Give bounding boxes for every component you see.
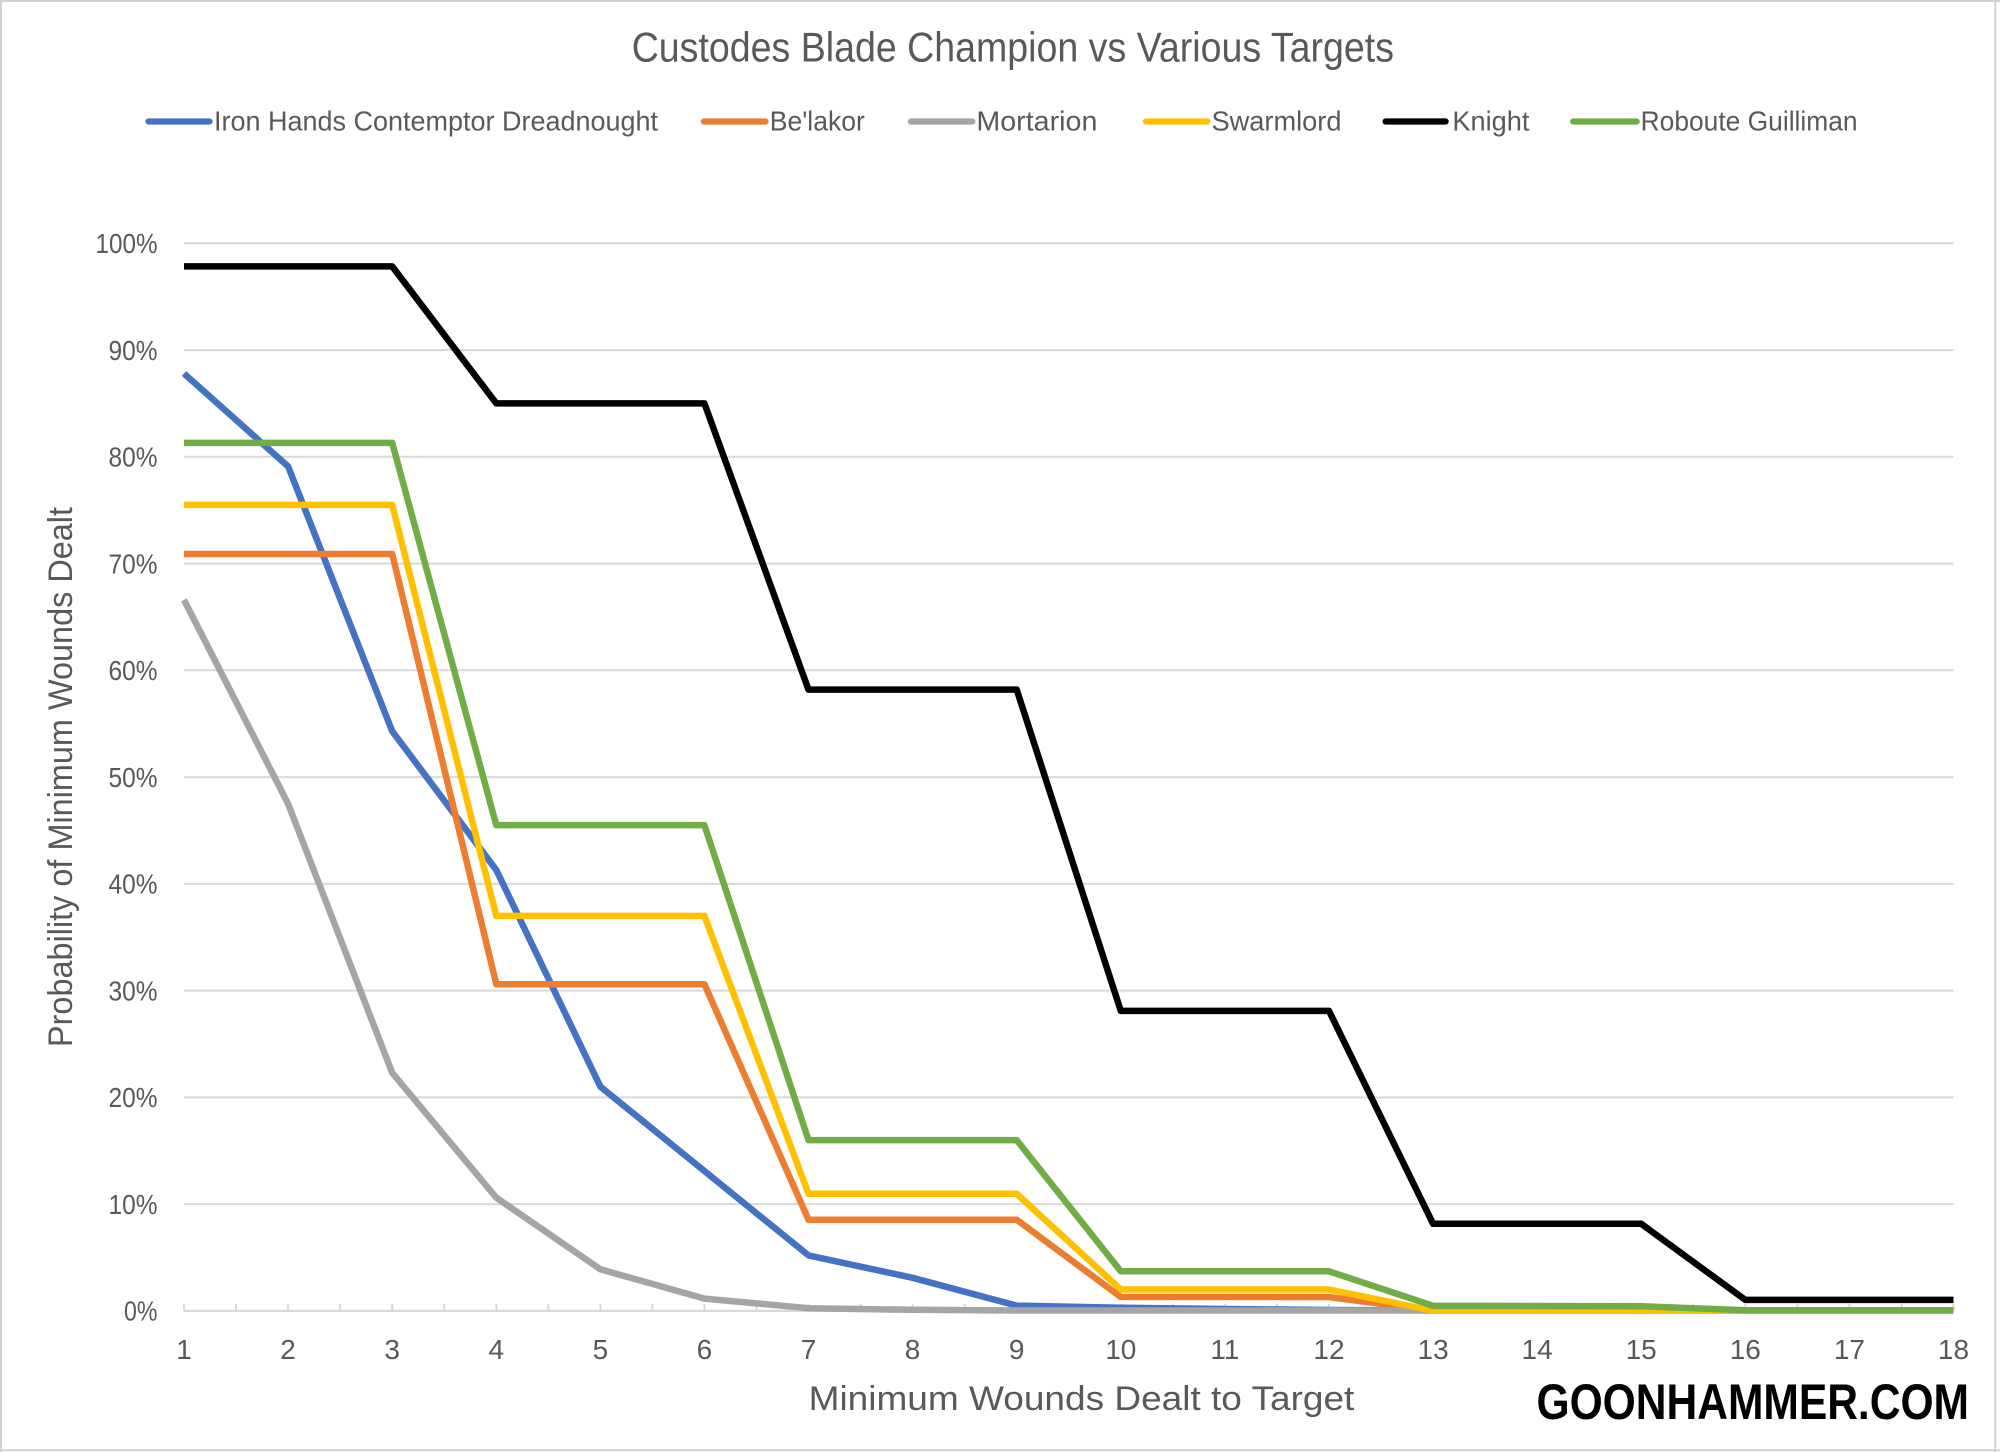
svg-text:70%: 70% bbox=[109, 548, 158, 579]
svg-text:18: 18 bbox=[1938, 1334, 1969, 1365]
svg-text:8: 8 bbox=[905, 1334, 921, 1365]
svg-text:90%: 90% bbox=[109, 335, 158, 366]
svg-text:13: 13 bbox=[1418, 1334, 1449, 1365]
svg-text:16: 16 bbox=[1730, 1334, 1761, 1365]
svg-text:Iron Hands Contemptor Dreadnou: Iron Hands Contemptor Dreadnought bbox=[214, 106, 658, 137]
svg-text:15: 15 bbox=[1626, 1334, 1657, 1365]
svg-text:12: 12 bbox=[1313, 1334, 1344, 1365]
svg-text:20%: 20% bbox=[109, 1082, 158, 1113]
svg-text:4: 4 bbox=[489, 1334, 505, 1365]
svg-text:3: 3 bbox=[384, 1334, 400, 1365]
svg-text:11: 11 bbox=[1210, 1334, 1239, 1365]
svg-text:9: 9 bbox=[1009, 1334, 1025, 1365]
svg-text:1: 1 bbox=[176, 1334, 192, 1365]
svg-text:50%: 50% bbox=[109, 762, 158, 793]
svg-text:7: 7 bbox=[801, 1334, 817, 1365]
svg-text:30%: 30% bbox=[109, 975, 158, 1006]
svg-text:40%: 40% bbox=[109, 869, 158, 900]
svg-text:60%: 60% bbox=[109, 655, 158, 686]
svg-text:Swarmlord: Swarmlord bbox=[1212, 106, 1342, 137]
svg-text:100%: 100% bbox=[96, 228, 158, 259]
svg-text:80%: 80% bbox=[109, 442, 158, 473]
svg-text:10%: 10% bbox=[109, 1189, 158, 1220]
svg-text:14: 14 bbox=[1522, 1334, 1553, 1365]
svg-text:Mortarion: Mortarion bbox=[976, 106, 1097, 137]
svg-text:Knight: Knight bbox=[1452, 106, 1529, 137]
svg-text:17: 17 bbox=[1834, 1334, 1865, 1365]
svg-text:2: 2 bbox=[280, 1334, 296, 1365]
svg-text:Custodes Blade Champion vs Var: Custodes Blade Champion vs Various Targe… bbox=[632, 24, 1394, 71]
svg-text:6: 6 bbox=[697, 1334, 713, 1365]
svg-text:10: 10 bbox=[1105, 1334, 1136, 1365]
svg-text:Roboute Guilliman: Roboute Guilliman bbox=[1641, 106, 1858, 137]
svg-text:GOONHAMMER.COM: GOONHAMMER.COM bbox=[1537, 1374, 1970, 1430]
svg-text:Probability of Minimum Wounds: Probability of Minimum Wounds Dealt bbox=[42, 506, 80, 1047]
svg-text:5: 5 bbox=[593, 1334, 609, 1365]
svg-text:Be'lakor: Be'lakor bbox=[770, 106, 865, 137]
svg-text:Minimum Wounds Dealt to Target: Minimum Wounds Dealt to Target bbox=[809, 1380, 1355, 1418]
svg-text:0%: 0% bbox=[124, 1296, 158, 1327]
